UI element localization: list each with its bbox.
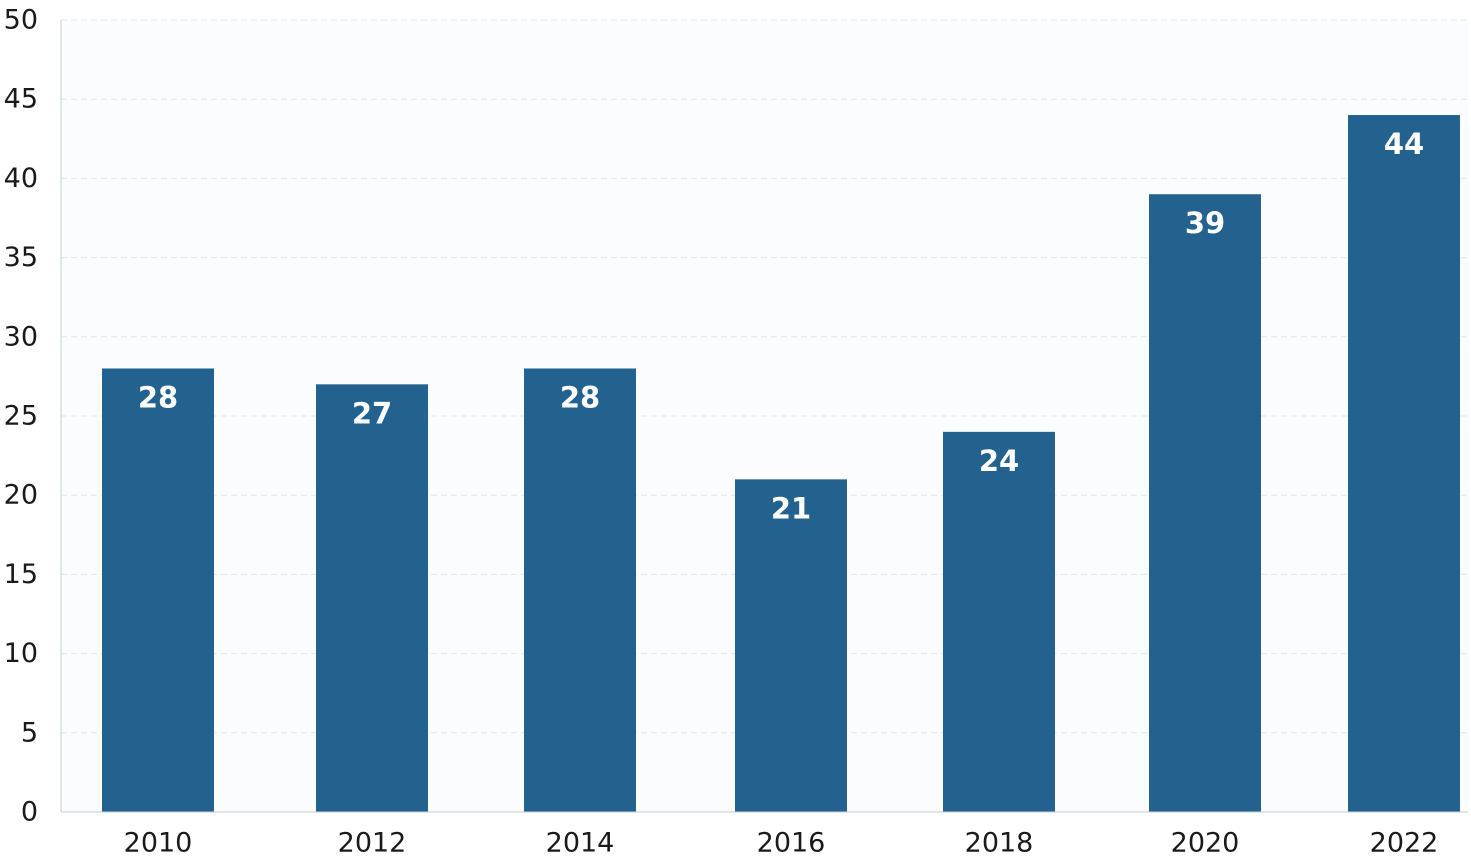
x-axis-tick-labels: 2010 2012 2014 2016 2018 2020 2022 xyxy=(124,828,1439,859)
x-tick-label: 2022 xyxy=(1370,828,1439,859)
y-tick-label: 50 xyxy=(4,5,38,36)
y-tick-label: 0 xyxy=(21,797,38,828)
x-tick-label: 2018 xyxy=(965,828,1034,859)
y-tick-label: 20 xyxy=(4,480,38,511)
y-tick-label: 40 xyxy=(4,163,38,194)
bars xyxy=(102,115,1460,813)
y-tick-label: 10 xyxy=(4,638,38,669)
bar xyxy=(735,479,847,812)
bar-value-label: 21 xyxy=(771,491,811,525)
y-tick-label: 30 xyxy=(4,321,38,352)
x-tick-label: 2014 xyxy=(546,828,615,859)
bar-value-label: 44 xyxy=(1384,127,1424,161)
y-axis-tick-labels: 0 5 10 15 20 25 30 35 40 45 50 xyxy=(4,5,38,828)
x-tick-label: 2010 xyxy=(124,828,193,859)
y-tick-label: 25 xyxy=(4,401,38,432)
bar xyxy=(943,431,1055,812)
bar xyxy=(316,384,428,812)
bar-value-label: 28 xyxy=(138,380,178,414)
bar xyxy=(1348,115,1460,813)
bar-value-label: 28 xyxy=(560,380,600,414)
bar-value-label: 39 xyxy=(1185,206,1225,240)
bar xyxy=(524,368,636,812)
y-tick-label: 35 xyxy=(4,242,38,273)
bar xyxy=(102,368,214,812)
y-tick-label: 15 xyxy=(4,559,38,590)
bar-value-label: 27 xyxy=(352,396,392,430)
bar xyxy=(1149,194,1261,813)
x-tick-label: 2016 xyxy=(757,828,826,859)
x-tick-label: 2012 xyxy=(338,828,407,859)
bar-value-label: 24 xyxy=(979,444,1019,478)
bar-data-labels: 28 27 28 21 24 39 44 xyxy=(138,127,1424,525)
y-tick-label: 45 xyxy=(4,84,38,115)
y-tick-label: 5 xyxy=(21,717,38,748)
x-tick-label: 2020 xyxy=(1171,828,1240,859)
